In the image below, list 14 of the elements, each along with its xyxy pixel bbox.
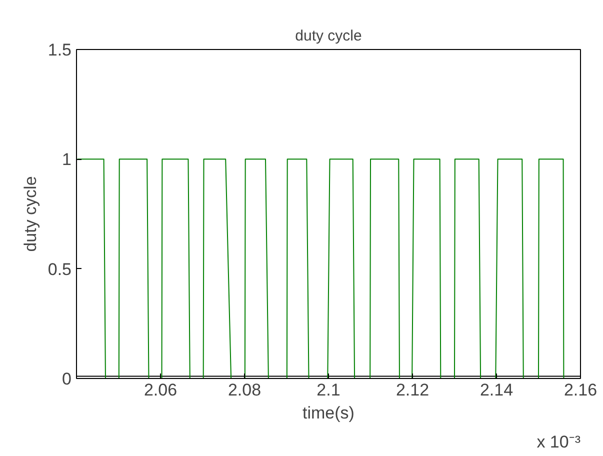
x-tick-label: 2.06 [144,380,178,400]
x-tick-label: 2.1 [316,380,340,400]
y-axis-title: duty cycle [20,176,40,252]
x-axis-title: time(s) [302,404,354,422]
x-tick-label: 2.12 [396,380,430,400]
text: x 10⁻³ [536,432,581,452]
chart-title: duty cycle [295,28,362,44]
x-tick-label: 2.08 [228,380,262,400]
y-tick-label: 0 [62,370,72,388]
y-tick-label: 1.5 [48,40,72,60]
x-tick-label: 2.16 [564,380,598,400]
y-tick-label: 1 [62,150,72,170]
y-tick-label: 0.5 [48,260,72,279]
x-tick-label: 2.14 [480,380,514,400]
